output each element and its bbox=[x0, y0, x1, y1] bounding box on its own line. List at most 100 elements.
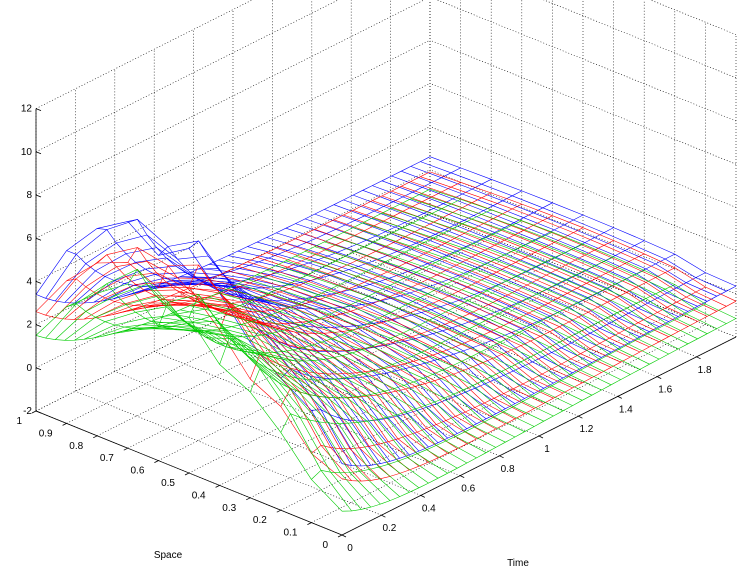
mesh-line-space bbox=[295, 238, 602, 373]
x-tick-mark bbox=[578, 415, 583, 419]
mesh-line-time bbox=[280, 284, 675, 433]
mesh-line-space bbox=[401, 170, 708, 302]
y-tick-mark bbox=[184, 472, 190, 476]
y-axis-label: Space bbox=[154, 550, 183, 561]
wall-gridline bbox=[35, 0, 339, 153]
y-tick-label: 0.7 bbox=[100, 453, 114, 464]
mesh-line-space bbox=[266, 252, 573, 389]
x-tick-mark bbox=[538, 435, 544, 439]
mesh-line-time bbox=[35, 156, 431, 304]
x-tick-label: 0.6 bbox=[461, 484, 475, 495]
z-tick-label: 12 bbox=[21, 104, 33, 115]
x-tick-label: 1.4 bbox=[619, 404, 633, 415]
mesh-line-time bbox=[66, 182, 461, 307]
mesh-line-space bbox=[420, 161, 727, 292]
mesh-line-space bbox=[189, 287, 496, 430]
z-tick-mark bbox=[35, 367, 42, 371]
y-tick-label: 0.2 bbox=[253, 515, 267, 526]
y-tick-label: 1 bbox=[16, 416, 22, 427]
x-tick-mark bbox=[617, 396, 622, 399]
z-tick-mark bbox=[35, 194, 42, 198]
x-tick-label: 1.6 bbox=[658, 385, 672, 396]
x-tick-mark bbox=[696, 356, 701, 360]
x-tick-mark bbox=[341, 534, 347, 538]
y-tick-mark bbox=[123, 447, 128, 451]
z-tick-label: 2 bbox=[26, 320, 32, 331]
surface-series-3 bbox=[35, 188, 737, 512]
x-tick-mark bbox=[657, 376, 662, 379]
wall-gridline bbox=[649, 0, 737, 35]
y-tick-mark bbox=[93, 435, 98, 439]
mesh-line-space bbox=[305, 218, 612, 353]
y-tick-mark bbox=[31, 410, 37, 414]
mesh-line-time bbox=[219, 227, 614, 328]
surface-meshes bbox=[35, 156, 737, 512]
floor-gridline bbox=[351, 252, 658, 377]
floor-gridline bbox=[232, 311, 540, 437]
mesh-line-time bbox=[249, 253, 645, 380]
y-tick-label: 0.9 bbox=[39, 428, 53, 439]
wall-gridline bbox=[429, 39, 737, 165]
mesh-line-time bbox=[311, 303, 706, 480]
mesh-line-space bbox=[276, 247, 583, 384]
y-tick-label: 0 bbox=[322, 540, 328, 551]
z-tick-mark bbox=[35, 237, 42, 241]
mesh-line-time bbox=[35, 188, 431, 341]
z-tick-label: 4 bbox=[26, 276, 32, 287]
mesh-line-time bbox=[66, 167, 461, 287]
mesh-line-time bbox=[96, 209, 492, 332]
x-axis-label: Time bbox=[507, 558, 529, 569]
x-tick-mark bbox=[381, 514, 386, 518]
mesh-line-space bbox=[122, 282, 429, 448]
z-tick-label: -2 bbox=[23, 406, 32, 417]
wall-gridline bbox=[429, 169, 737, 295]
y-tick-mark bbox=[215, 485, 220, 488]
x-tick-label: 1.2 bbox=[579, 424, 593, 435]
mesh-line-space bbox=[410, 166, 717, 297]
mesh-line-time bbox=[341, 285, 737, 467]
y-tick-mark bbox=[307, 522, 312, 525]
y-tick-label: 0.6 bbox=[130, 466, 144, 477]
mesh-line-space bbox=[151, 321, 458, 469]
mesh-line-space bbox=[160, 317, 468, 464]
x-tick-label: 0 bbox=[347, 543, 353, 554]
y-tick-mark bbox=[154, 460, 159, 463]
z-tick-label: 6 bbox=[26, 233, 32, 244]
z-tick-mark bbox=[35, 108, 42, 111]
mesh-line-space bbox=[256, 257, 564, 394]
x-tick-label: 0.2 bbox=[382, 523, 396, 534]
x-tick-label: 0.8 bbox=[501, 464, 515, 475]
x-tick-label: 1.8 bbox=[698, 365, 712, 376]
wall-gridline bbox=[429, 83, 737, 208]
x-tick-mark bbox=[460, 475, 465, 478]
mesh-line-space bbox=[391, 175, 698, 307]
z-tick-label: 0 bbox=[26, 363, 32, 374]
mesh-line-space bbox=[74, 306, 381, 505]
mesh-line-time bbox=[158, 202, 553, 301]
wall-gridline bbox=[429, 126, 737, 251]
mesh-line-space bbox=[103, 326, 410, 493]
mesh-line-space bbox=[256, 241, 564, 379]
x-tick-label: 1 bbox=[544, 444, 550, 455]
y-tick-label: 0.5 bbox=[161, 478, 175, 489]
mesh-line-space bbox=[35, 283, 343, 512]
z-tick-mark bbox=[35, 324, 42, 327]
y-tick-label: 0.1 bbox=[283, 528, 297, 539]
mesh-line-time bbox=[188, 243, 584, 362]
mesh-line-time bbox=[341, 300, 737, 482]
mesh-line-time bbox=[219, 240, 614, 352]
mesh-line-time bbox=[311, 286, 706, 454]
mesh-line-space bbox=[45, 219, 352, 466]
wall-gridline bbox=[543, 0, 737, 79]
x-tick-mark bbox=[499, 455, 504, 459]
surface-series-2 bbox=[35, 171, 737, 482]
z-tick-label: 10 bbox=[21, 147, 33, 158]
z-tick-label: 8 bbox=[26, 190, 32, 201]
z-tick-mark bbox=[35, 281, 42, 284]
x-tick-label: 0.4 bbox=[422, 503, 436, 514]
mesh-line-time bbox=[219, 256, 614, 381]
y-tick-mark bbox=[337, 534, 343, 538]
tick-labels: 0 0.2 0.4 0.6 0.8 1 1.2 1.4 1.6 1.8 0 0.1 0.2 0.3 0.4 0… bbox=[16, 104, 712, 554]
axes-box-grid bbox=[35, 0, 737, 536]
